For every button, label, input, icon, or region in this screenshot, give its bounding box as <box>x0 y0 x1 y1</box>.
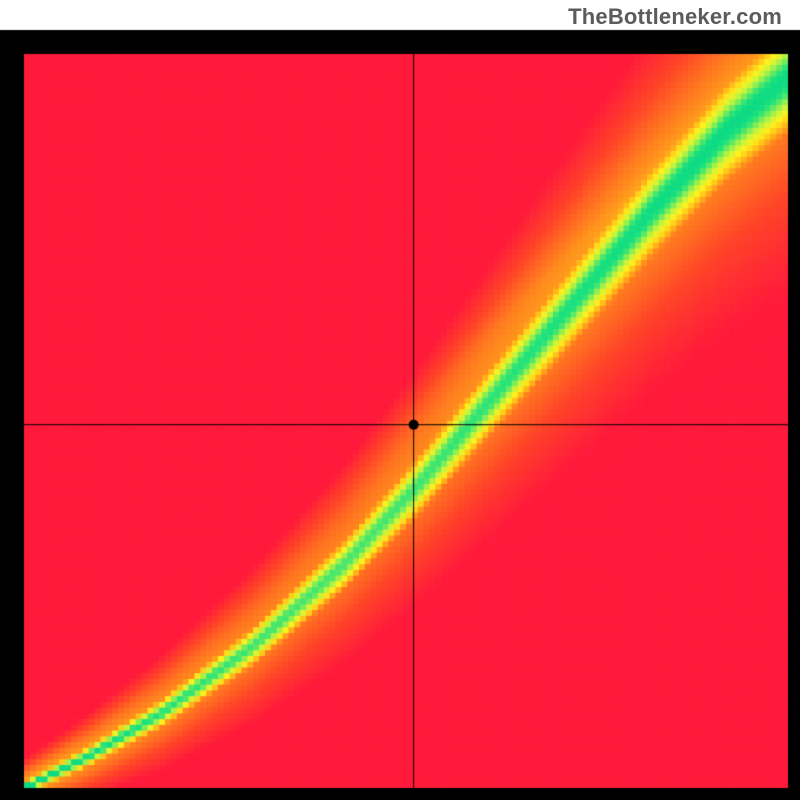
chart-container: TheBottleneker.com <box>0 0 800 800</box>
bottleneck-heatmap-canvas <box>0 0 800 800</box>
source-watermark: TheBottleneker.com <box>568 4 782 30</box>
